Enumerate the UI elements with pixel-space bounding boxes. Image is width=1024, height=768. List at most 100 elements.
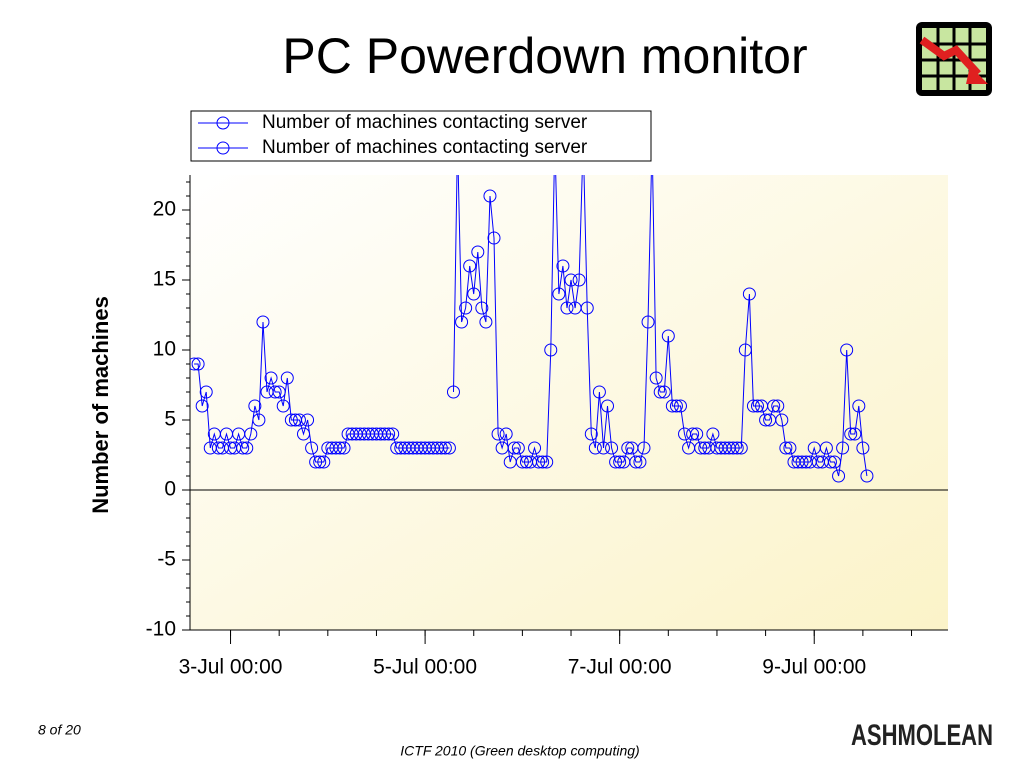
data-point xyxy=(730,441,744,455)
data-point xyxy=(475,301,489,315)
data-point xyxy=(633,455,647,469)
x-tick-label: 5-Jul 00:00 xyxy=(373,656,477,679)
y-tick-label: 15 xyxy=(153,268,176,291)
data-point xyxy=(483,189,497,203)
data-point xyxy=(248,399,262,413)
data-point xyxy=(333,441,347,455)
data-point xyxy=(536,455,550,469)
plot-area xyxy=(190,175,948,630)
data-point xyxy=(491,427,505,441)
data-point xyxy=(852,399,866,413)
data-point xyxy=(236,441,250,455)
y-tick-label: 20 xyxy=(153,198,176,221)
data-point xyxy=(272,385,286,399)
chart-icon xyxy=(916,22,992,96)
data-point xyxy=(795,455,809,469)
data-point xyxy=(296,427,310,441)
data-point xyxy=(596,441,610,455)
data-point xyxy=(588,441,602,455)
data-point xyxy=(775,413,789,427)
y-tick-label: 10 xyxy=(153,338,176,361)
chart: -10 -5 0 5 10 15 20 3-Jul 00:00 5-Jul 00:00 7-Jul… xyxy=(146,175,948,679)
page-number: 8 of 20 xyxy=(38,722,81,738)
data-point xyxy=(738,343,752,357)
x-tick-label: 7-Jul 00:00 xyxy=(568,656,672,679)
legend-label: Number of machines contacting server xyxy=(262,112,588,133)
plot xyxy=(190,175,874,483)
data-point xyxy=(195,399,209,413)
series-line xyxy=(453,175,868,477)
footer-caption: ICTF 2010 (Green desktop computing) xyxy=(400,743,639,759)
data-point xyxy=(382,427,396,441)
data-point xyxy=(276,399,290,413)
data-point xyxy=(734,441,748,455)
data-point xyxy=(479,315,493,329)
data-point xyxy=(572,273,586,287)
data-point xyxy=(750,399,764,413)
data-point xyxy=(629,455,643,469)
data-point xyxy=(240,441,254,455)
data-point xyxy=(665,399,679,413)
data-point xyxy=(507,441,521,455)
data-point xyxy=(601,399,615,413)
data-point xyxy=(540,455,554,469)
data-point xyxy=(459,301,473,315)
data-point xyxy=(669,399,683,413)
data-point xyxy=(641,315,655,329)
data-point xyxy=(386,427,400,441)
data-point xyxy=(828,455,842,469)
data-point xyxy=(848,427,862,441)
data-point xyxy=(564,273,578,287)
data-point xyxy=(673,399,687,413)
data-point xyxy=(840,343,854,357)
data-point xyxy=(284,413,298,427)
data-point xyxy=(301,413,315,427)
data-point xyxy=(694,441,708,455)
data-point xyxy=(471,245,485,259)
data-point xyxy=(190,357,201,371)
x-tick-label: 9-Jul 00:00 xyxy=(762,656,866,679)
data-point xyxy=(544,343,558,357)
data-point xyxy=(317,455,331,469)
data-point xyxy=(268,385,282,399)
data-point xyxy=(613,455,627,469)
data-point xyxy=(657,385,671,399)
data-point xyxy=(844,427,858,441)
data-point xyxy=(511,441,525,455)
data-point xyxy=(528,441,542,455)
data-point xyxy=(252,413,266,427)
data-point xyxy=(313,455,327,469)
data-point xyxy=(309,455,323,469)
legend-marker xyxy=(216,116,230,130)
data-point xyxy=(621,441,635,455)
data-point xyxy=(329,441,343,455)
data-point xyxy=(771,399,785,413)
legend-label: Number of machines contacting server xyxy=(262,137,588,158)
data-point xyxy=(463,259,477,273)
data-point xyxy=(860,469,874,483)
data-point xyxy=(836,441,850,455)
data-point xyxy=(552,287,566,301)
data-point xyxy=(779,441,793,455)
data-point xyxy=(199,385,213,399)
data-point xyxy=(191,357,205,371)
data-point xyxy=(584,427,598,441)
data-point xyxy=(726,441,740,455)
data-point xyxy=(742,287,756,301)
legend xyxy=(190,110,652,162)
data-point xyxy=(280,371,294,385)
data-point xyxy=(256,315,270,329)
data-point xyxy=(264,371,278,385)
y-tick-label: 0 xyxy=(164,478,176,501)
y-tick-label: -5 xyxy=(157,548,176,571)
data-point xyxy=(455,315,469,329)
data-point xyxy=(746,399,760,413)
data-point xyxy=(244,427,258,441)
data-point xyxy=(442,441,456,455)
data-point xyxy=(378,427,392,441)
slide-title: PC Powerdown monitor xyxy=(282,28,807,84)
data-point xyxy=(467,287,481,301)
data-point xyxy=(759,413,773,427)
data-point xyxy=(856,441,870,455)
